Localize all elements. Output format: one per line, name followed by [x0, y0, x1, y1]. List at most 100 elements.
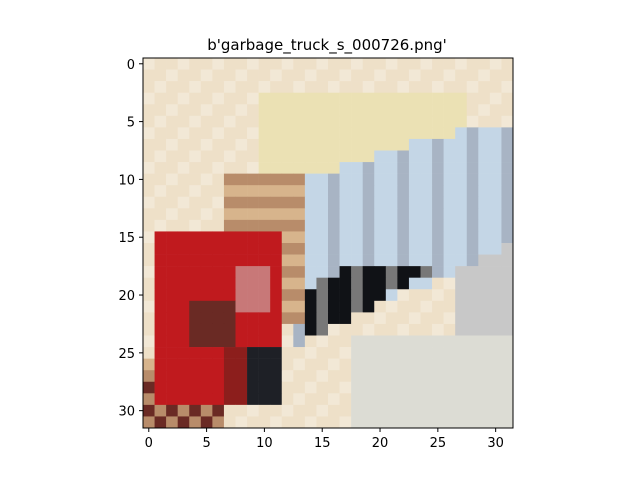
- image-pixel: [316, 381, 329, 394]
- image-pixel: [258, 162, 271, 174]
- image-pixel: [247, 92, 259, 105]
- image-pixel: [258, 81, 271, 93]
- image-pixel: [420, 381, 433, 394]
- image-pixel: [293, 416, 306, 429]
- image-pixel: [351, 416, 363, 429]
- image-pixel: [408, 277, 421, 290]
- image-pixel: [362, 219, 375, 232]
- image-pixel: [235, 289, 248, 302]
- image-pixel: [501, 185, 514, 198]
- image-pixel: [200, 196, 213, 209]
- image-pixel: [374, 254, 387, 267]
- image-pixel: [281, 358, 294, 371]
- image-pixel: [304, 104, 317, 117]
- image-pixel: [177, 81, 190, 93]
- image-pixel: [478, 58, 491, 70]
- image-pixel: [247, 196, 259, 209]
- image-pixel: [258, 416, 271, 429]
- image-pixel: [408, 335, 421, 348]
- image-pixel: [501, 370, 514, 383]
- image-pixel: [328, 219, 340, 232]
- image-pixel: [247, 347, 259, 359]
- image-pixel: [235, 266, 248, 278]
- y-tick-label: 20: [118, 289, 135, 304]
- image-pixel: [223, 219, 236, 232]
- image-pixel: [443, 347, 456, 359]
- image-pixel: [166, 58, 178, 70]
- image-pixel: [478, 69, 491, 82]
- image-pixel: [455, 277, 468, 290]
- image-pixel: [478, 138, 491, 151]
- image-pixel: [443, 173, 456, 186]
- image-pixel: [408, 81, 421, 93]
- image-pixel: [466, 196, 479, 209]
- image-pixel: [362, 312, 375, 325]
- image-pixel: [247, 266, 259, 278]
- image-pixel: [154, 381, 167, 394]
- image-pixel: [478, 104, 491, 117]
- image-pixel: [351, 370, 363, 383]
- image-pixel: [432, 104, 444, 117]
- image-pixel: [489, 266, 502, 278]
- image-pixel: [489, 196, 502, 209]
- image-pixel: [293, 393, 306, 406]
- image-pixel: [397, 92, 410, 105]
- image-pixel: [166, 381, 178, 394]
- image-pixel: [339, 150, 352, 163]
- image-pixel: [154, 127, 167, 140]
- image-pixel: [223, 266, 236, 278]
- image-pixel: [466, 115, 479, 128]
- image-pixel: [281, 173, 294, 186]
- image-pixel: [351, 393, 363, 406]
- image-pixel: [489, 300, 502, 313]
- y-axis: 0 5 10 15 20 25 30: [118, 58, 143, 420]
- image-pixel: [212, 196, 225, 209]
- image-pixel: [304, 92, 317, 105]
- image-pixel: [397, 231, 410, 244]
- image-pixel: [362, 323, 375, 336]
- image-pixel: [200, 370, 213, 383]
- image-pixel: [189, 404, 202, 417]
- image-pixel: [177, 69, 190, 82]
- image-pixel: [212, 150, 225, 163]
- image-pixel: [501, 289, 514, 302]
- image-pixel: [374, 277, 387, 290]
- image-pixel: [374, 150, 387, 163]
- image-pixel: [154, 312, 167, 325]
- image-pixel: [281, 92, 294, 105]
- image-pixel: [432, 58, 444, 70]
- image-pixel: [316, 254, 329, 267]
- image-pixel: [166, 92, 178, 105]
- image-pixel: [351, 69, 363, 82]
- image-pixel: [408, 289, 421, 302]
- image-pixel: [351, 347, 363, 359]
- image-pixel: [385, 127, 398, 140]
- image-pixel: [304, 231, 317, 244]
- image-pixel: [177, 254, 190, 267]
- image-pixel: [177, 289, 190, 302]
- image-pixel: [489, 92, 502, 105]
- image-pixel: [247, 393, 259, 406]
- image-pixel: [432, 92, 444, 105]
- image-pixel: [189, 138, 202, 151]
- image-pixel: [420, 393, 433, 406]
- image-pixel: [397, 277, 410, 290]
- image-pixel: [143, 347, 155, 359]
- image-pixel: [189, 115, 202, 128]
- image-pixel: [328, 58, 340, 70]
- image-pixel: [408, 231, 421, 244]
- image-pixel: [177, 266, 190, 278]
- image-pixel: [339, 185, 352, 198]
- image-pixel: [385, 335, 398, 348]
- image-pixel: [200, 208, 213, 221]
- image-pixel: [189, 81, 202, 93]
- image-pixel: [385, 219, 398, 232]
- image-pixel: [443, 115, 456, 128]
- image-pixel: [223, 208, 236, 221]
- image-pixel: [339, 231, 352, 244]
- image-pixel: [200, 138, 213, 151]
- image-pixel: [258, 289, 271, 302]
- image-pixel: [455, 127, 468, 140]
- image-pixel: [258, 231, 271, 244]
- image-pixel: [281, 127, 294, 140]
